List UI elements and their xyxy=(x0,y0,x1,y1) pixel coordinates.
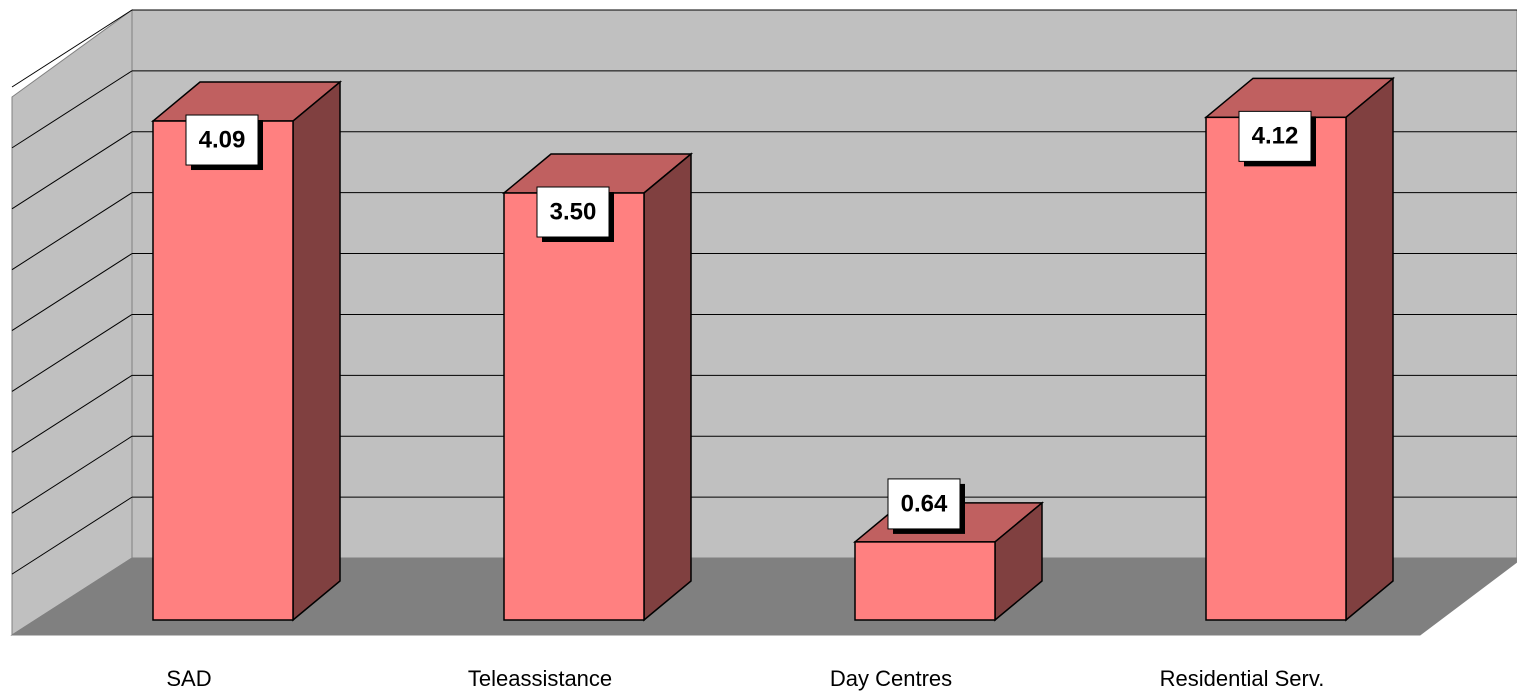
label-box xyxy=(536,186,610,238)
x-tick-label: Day Centres xyxy=(830,666,952,691)
value-label: 0.64 xyxy=(901,490,948,517)
value-label: 3.50 xyxy=(550,198,597,225)
side-grid-line xyxy=(11,496,133,575)
value-label: 4.12 xyxy=(1252,123,1299,150)
label-box xyxy=(1238,110,1312,162)
bars: 4.09 3.50 0.64 4.12 xyxy=(150,76,1396,622)
x-tick-label: Residential Serv. xyxy=(1160,666,1325,691)
side-grid-line xyxy=(11,253,133,331)
side-grid-line xyxy=(11,314,133,392)
floor xyxy=(10,557,1517,636)
side-grid-line xyxy=(11,192,133,271)
bar-front xyxy=(854,541,996,621)
bar xyxy=(150,80,343,622)
side-grid-line xyxy=(11,435,133,514)
bar-side xyxy=(1345,76,1394,622)
label-box xyxy=(887,478,961,530)
bar xyxy=(501,152,694,622)
bar xyxy=(1203,76,1396,622)
side-grid-line xyxy=(11,9,133,88)
side-wall xyxy=(11,9,133,636)
bar-side xyxy=(292,80,341,622)
bar-side xyxy=(643,152,692,622)
value-label: 4.09 xyxy=(199,126,246,153)
bar-front xyxy=(152,120,294,621)
side-grid-line xyxy=(11,374,133,453)
side-grid-line xyxy=(11,70,133,149)
x-tick-label: Teleassistance xyxy=(468,666,612,691)
bar-front xyxy=(503,192,645,621)
x-tick-label: SAD xyxy=(166,666,211,691)
bar-front xyxy=(1205,116,1347,621)
label-box xyxy=(185,114,259,166)
side-grid-line xyxy=(11,131,133,210)
